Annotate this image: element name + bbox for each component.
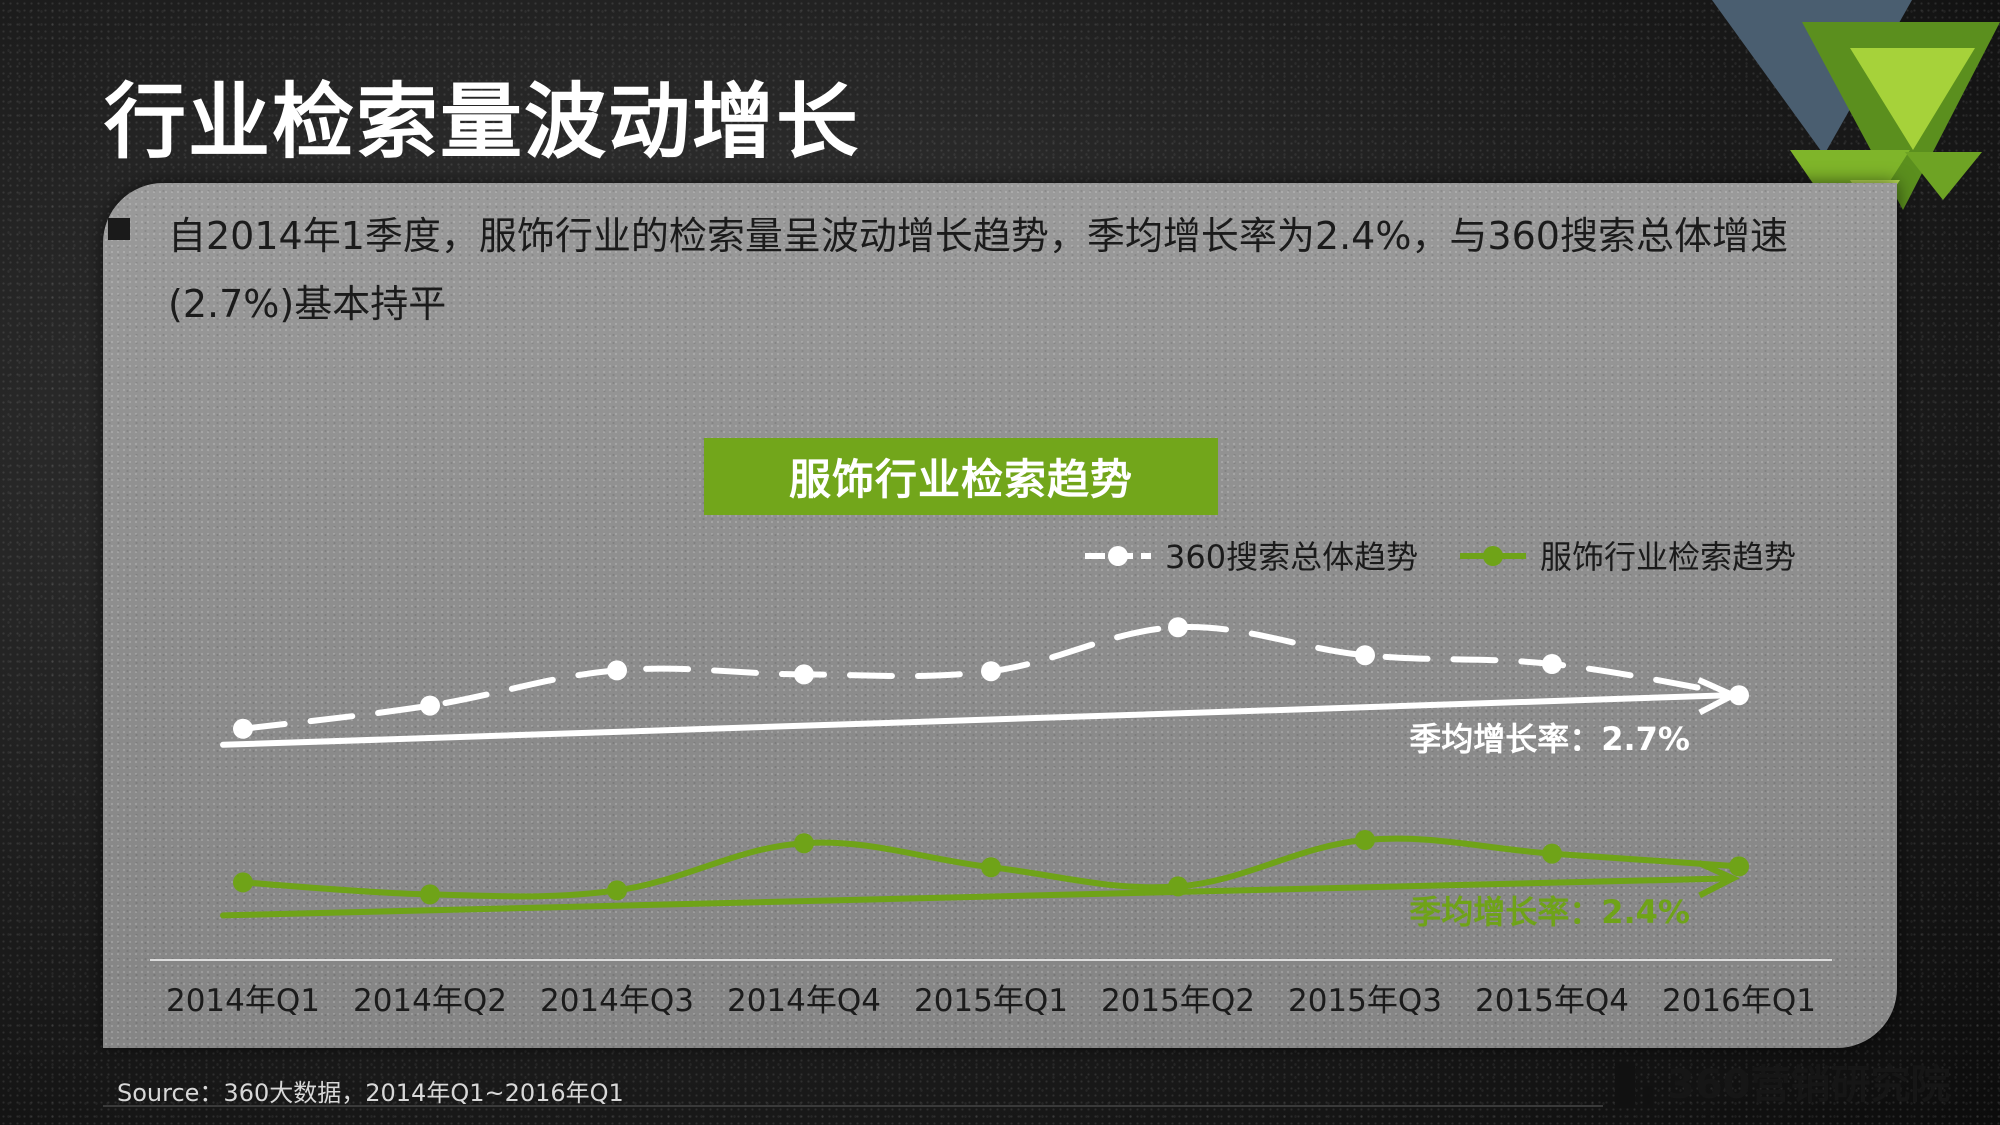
data-point-1 (233, 872, 253, 893)
data-point-1 (420, 884, 440, 905)
data-point-0 (981, 661, 1001, 682)
data-point-1 (1729, 856, 1749, 877)
data-point-0 (1168, 617, 1188, 638)
x-tick-label: 2015年Q3 (1288, 983, 1442, 1019)
x-tick-label: 2015年Q2 (1101, 983, 1255, 1019)
data-point-1 (1542, 843, 1562, 864)
data-point-1 (1168, 876, 1188, 897)
trend-annotation: 季均增长率：2.4% (1409, 893, 1690, 931)
source-note: Source：360大数据，2014年Q1~2016年Q1 (117, 1079, 624, 1107)
data-point-1 (794, 833, 814, 854)
data-point-1 (1355, 830, 1375, 850)
x-tick-label: 2014年Q2 (353, 983, 507, 1019)
data-point-0 (607, 660, 627, 681)
data-point-0 (794, 664, 814, 685)
data-point-0 (1355, 645, 1375, 666)
legend-label: 服饰行业检索趋势 (1540, 538, 1796, 576)
chart-title-banner: 服饰行业检索趋势 (704, 438, 1218, 515)
data-point-0 (233, 718, 253, 739)
trend-annotation: 季均增长率：2.7% (1409, 720, 1690, 758)
x-tick-label: 2014年Q1 (166, 983, 320, 1019)
x-tick-label: 2014年Q4 (727, 983, 881, 1019)
trend-arrow-apparel-head (1697, 860, 1740, 899)
summary-text: 自2014年1季度，服饰行业的检索量呈波动增长趋势，季均增长率为2.4%，与36… (168, 214, 1788, 326)
legend-label: 360搜索总体趋势 (1165, 538, 1418, 576)
data-point-1 (981, 857, 1001, 878)
page-title: 行业检索量波动增长 (104, 75, 861, 170)
data-point-1 (607, 880, 627, 901)
trend-arrow-apparel (220, 875, 1732, 919)
legend-swatch-marker (1483, 546, 1503, 566)
legend-swatch-marker (1108, 546, 1128, 566)
trend-arrow-overall (220, 692, 1732, 748)
x-tick-label: 2016年Q1 (1662, 983, 1816, 1019)
x-tick-label: 2015年Q1 (914, 983, 1068, 1019)
x-tick-label: 2014年Q3 (540, 983, 694, 1019)
data-point-0 (420, 695, 440, 716)
brand-name: 360营销研究院 (1667, 1062, 1951, 1108)
footer-divider (103, 1105, 1603, 1107)
brand-logo: 360营销研究院 (1615, 1060, 1951, 1108)
bullet-icon (108, 218, 130, 240)
data-point-0 (1542, 654, 1562, 674)
data-point-0 (1729, 685, 1749, 706)
x-tick-label: 2015年Q4 (1475, 983, 1629, 1019)
content-panel (103, 183, 1897, 1048)
